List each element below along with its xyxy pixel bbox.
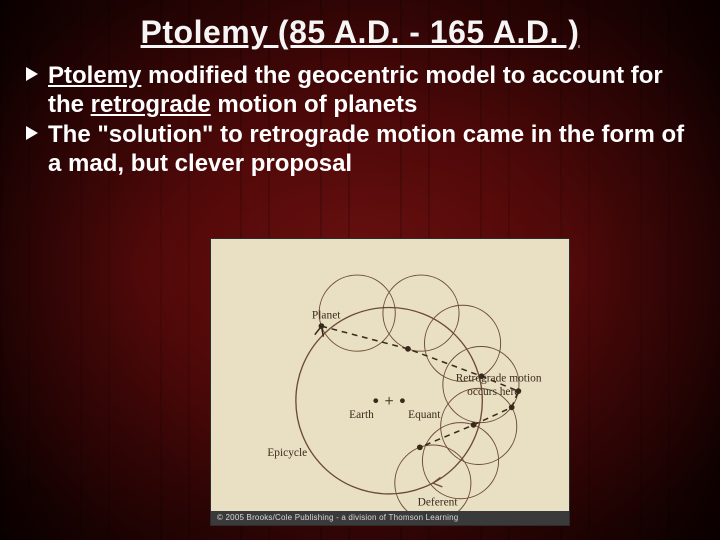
svg-text:Retrograde motion: Retrograde motion (456, 373, 542, 385)
svg-text:Epicycle: Epicycle (267, 447, 307, 459)
bullet-text: motion of planets (211, 91, 418, 118)
svg-text:Planet: Planet (312, 310, 341, 322)
svg-text:Deferent: Deferent (418, 496, 459, 508)
diagram-svg: Planet Epicycle Earth Equant Deferent Retrogr… (211, 239, 570, 513)
slide-title: Ptolemy (85 A.D. - 165 A.D. ) (26, 14, 694, 51)
svg-text:Equant: Equant (408, 409, 441, 421)
bullet-list: Ptolemy modified the geocentric model to… (26, 61, 694, 178)
bullet-item: The "solution" to retrograde motion came… (26, 120, 694, 179)
epicycle-diagram: Planet Epicycle Earth Equant Deferent Retrogr… (210, 238, 570, 526)
bullet-item: Ptolemy modified the geocentric model to… (26, 61, 694, 120)
bullet-text: Ptolemy (48, 62, 141, 89)
bullet-text: The "solution" to retrograde motion came… (48, 121, 684, 177)
diagram-credit: © 2005 Brooks/Cole Publishing - a divisi… (211, 511, 569, 525)
bullet-text: retrograde (91, 91, 211, 118)
svg-text:occurs here: occurs here (467, 386, 519, 398)
bullet-arrow-icon (26, 126, 38, 140)
slide: Ptolemy (85 A.D. - 165 A.D. ) Ptolemy mo… (0, 0, 720, 540)
svg-text:Earth: Earth (349, 409, 374, 421)
bullet-arrow-icon (26, 67, 38, 81)
